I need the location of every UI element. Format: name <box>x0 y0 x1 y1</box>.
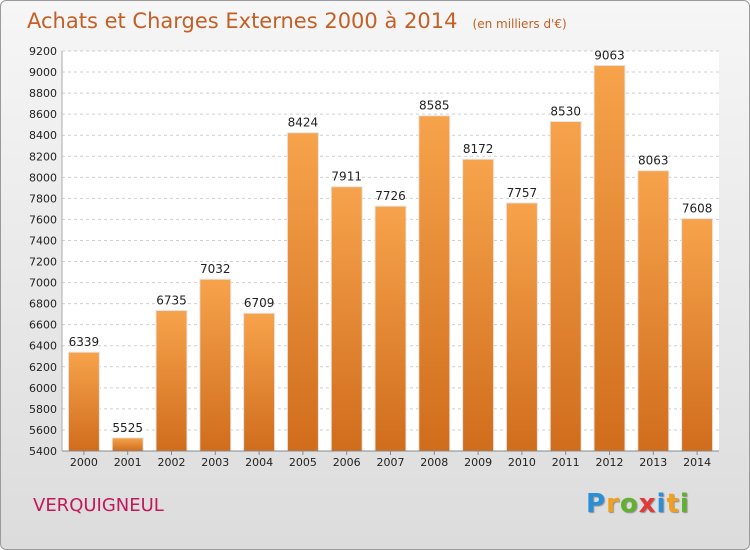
y-tick-label: 8400 <box>29 129 57 142</box>
y-tick-label: 9200 <box>29 45 57 58</box>
chart-subtitle: (en milliers d'€) <box>472 17 567 31</box>
x-tick-label: 2014 <box>683 456 711 469</box>
y-tick-label: 8800 <box>29 87 57 100</box>
bar-2009 <box>462 158 495 452</box>
logo-letter: o <box>619 489 639 519</box>
city-name: VERQUIGNEUL <box>33 495 164 516</box>
y-tick-label: 6600 <box>29 319 57 332</box>
y-tick-label: 7600 <box>29 213 57 226</box>
bar-value-label: 7608 <box>682 202 713 216</box>
x-tick-label: 2006 <box>333 456 361 469</box>
bar-value-label: 7726 <box>375 189 406 203</box>
bars <box>67 64 714 452</box>
x-tick-label: 2003 <box>201 456 229 469</box>
x-tick-label: 2000 <box>70 456 98 469</box>
y-tick-label: 6200 <box>29 361 57 374</box>
bar-2000 <box>67 351 100 452</box>
y-tick-label: 6800 <box>29 298 57 311</box>
bar-2002 <box>155 309 188 452</box>
bar-value-label: 9063 <box>594 48 625 62</box>
y-tick-label: 7200 <box>29 256 57 269</box>
y-tick-label: 5800 <box>29 403 57 416</box>
bar-2003 <box>199 278 232 452</box>
bar-value-label: 7757 <box>507 186 538 200</box>
bar-2012 <box>593 64 626 452</box>
y-tick-label: 7400 <box>29 234 57 247</box>
bar-value-label: 5525 <box>112 421 143 435</box>
bar-value-label: 8172 <box>463 142 494 156</box>
x-tick-label: 2011 <box>552 456 580 469</box>
chart-title: Achats et Charges Externes 2000 à 2014 <box>27 9 458 33</box>
bar-value-label: 6339 <box>69 335 100 349</box>
y-tick-label: 6400 <box>29 340 57 353</box>
logo-letter: x <box>638 489 657 519</box>
y-tick-label: 7000 <box>29 277 57 290</box>
bar-value-label: 6709 <box>244 296 275 310</box>
bar-2008 <box>418 115 451 452</box>
bar-2006 <box>330 186 363 452</box>
bar-value-label: 7032 <box>200 262 231 276</box>
logo-letter: i <box>679 489 690 519</box>
bar-value-label: 8063 <box>638 154 669 168</box>
y-tick-label: 8000 <box>29 171 57 184</box>
logo-letter: i <box>656 489 667 519</box>
y-tick-label: 5400 <box>29 445 57 458</box>
y-tick-label: 6000 <box>29 382 57 395</box>
proxiti-logo: Proxiti <box>586 489 690 519</box>
y-tick-label: 7800 <box>29 192 57 205</box>
y-axis-ticks: 5400 5600 5800 6000 6200 6400 6600 6800 7000 7200… <box>29 45 57 458</box>
y-tick-label: 8200 <box>29 150 57 163</box>
y-tick-label: 8600 <box>29 108 57 121</box>
x-tick-label: 2002 <box>158 456 186 469</box>
bar-value-label: 8585 <box>419 99 450 113</box>
bar-2011 <box>549 121 582 452</box>
bar-value-label: 7911 <box>331 170 362 184</box>
x-tick-label: 2008 <box>420 456 448 469</box>
bar-2013 <box>637 170 670 452</box>
bar-2014 <box>681 218 714 452</box>
bar-2007 <box>374 205 407 452</box>
x-tick-label: 2007 <box>377 456 405 469</box>
title-row: Achats et Charges Externes 2000 à 2014 (… <box>27 9 567 33</box>
bar-labels: 6339 5525 6735 7032 6709 8424 7911 7726 8585 8172… <box>69 48 713 434</box>
bar-2010 <box>505 202 538 452</box>
bar-2005 <box>286 132 319 452</box>
logo-letter: r <box>606 489 620 519</box>
bar-2001 <box>111 437 144 452</box>
x-tick-label: 2004 <box>245 456 273 469</box>
y-tick-label: 5600 <box>29 424 57 437</box>
bar-value-label: 6735 <box>156 293 187 307</box>
x-tick-label: 2001 <box>114 456 142 469</box>
bar-2004 <box>243 312 276 452</box>
y-tick-label: 9000 <box>29 66 57 79</box>
x-axis-ticks: 2000 2001 2002 2003 2004 2005 2006 2007 2008 2009… <box>70 451 711 469</box>
logo-letter: P <box>586 489 607 519</box>
x-tick-label: 2013 <box>639 456 667 469</box>
logo-letter: t <box>666 489 680 519</box>
x-tick-label: 2012 <box>596 456 624 469</box>
x-tick-label: 2009 <box>464 456 492 469</box>
bar-value-label: 8530 <box>550 105 581 119</box>
bar-value-label: 8424 <box>288 116 319 130</box>
x-tick-label: 2005 <box>289 456 317 469</box>
x-tick-label: 2010 <box>508 456 536 469</box>
